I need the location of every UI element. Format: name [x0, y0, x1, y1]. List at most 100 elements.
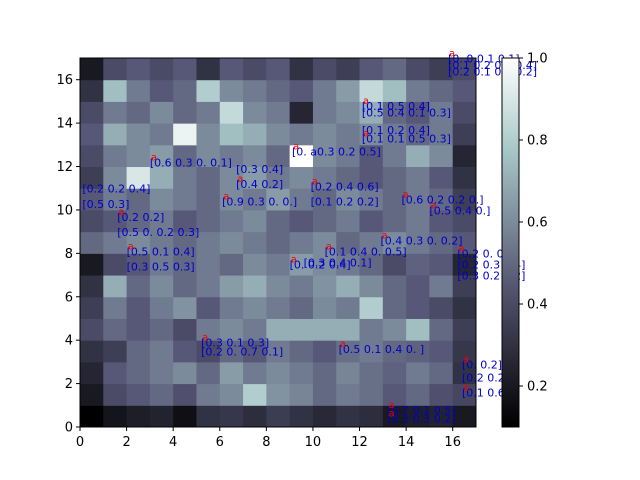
heatmap-cell — [126, 296, 151, 319]
annotation-marker: a — [463, 383, 469, 394]
heatmap-cell — [243, 405, 267, 428]
heatmap-cell — [336, 188, 361, 211]
heatmap-cell — [289, 275, 314, 298]
heatmap-cell — [149, 361, 174, 385]
annotation-text: [0. 0.2] — [462, 358, 502, 371]
heatmap-cell — [312, 296, 337, 319]
annotation-marker: a — [388, 409, 394, 420]
heatmap-cell — [243, 361, 267, 385]
heatmap-cell — [382, 166, 407, 189]
heatmap-cell — [103, 188, 128, 211]
annotation-text: [0.9 0.3 0. 0.] — [222, 196, 297, 209]
heatmap-cell — [359, 166, 384, 189]
heatmap-cell — [406, 383, 430, 406]
annotation-text: [0.2 0.2 0.4] — [82, 183, 150, 196]
colorbar — [501, 57, 520, 428]
heatmap-cell — [173, 144, 197, 168]
heatmap-cell — [173, 231, 197, 254]
heatmap-cell — [243, 383, 267, 406]
heatmap-cell — [80, 361, 104, 385]
heatmap-cell — [312, 166, 337, 189]
heatmap-cell — [266, 253, 291, 276]
heatmap-cell — [336, 231, 361, 254]
heatmap-cell — [196, 405, 221, 428]
heatmap-cell — [219, 166, 244, 189]
heatmap-cell — [80, 188, 104, 211]
heatmap-cell — [80, 58, 104, 81]
heatmap-cell — [219, 253, 244, 276]
heatmap-cell — [429, 166, 454, 189]
heatmap-cell — [382, 79, 407, 102]
heatmap-cell — [149, 340, 174, 363]
heatmap-cell — [196, 296, 221, 319]
heatmap-cell — [196, 209, 221, 233]
heatmap-cell — [196, 231, 221, 254]
heatmap-cell — [359, 58, 384, 81]
heatmap-cell — [149, 383, 174, 406]
annotation-text: [0.5 0.1 0.4] — [127, 246, 195, 259]
heatmap-cell — [80, 383, 104, 406]
heatmap-cell — [452, 275, 477, 298]
annotation-marker: a — [363, 96, 369, 107]
heatmap-cell — [452, 361, 477, 385]
heatmap-cell — [266, 209, 291, 233]
annotation-marker: a — [237, 174, 243, 185]
heatmap-cell — [289, 188, 314, 211]
heatmap-cell — [312, 405, 337, 428]
heatmap-cell — [219, 275, 244, 298]
heatmap-cell — [80, 101, 104, 124]
heatmap-cell — [266, 79, 291, 102]
heatmap-cell — [429, 340, 454, 363]
heatmap-cell — [80, 405, 104, 428]
heatmap-cell — [243, 58, 267, 81]
heatmap-cell — [359, 79, 384, 102]
heatmap-cell — [429, 123, 454, 146]
annotation-text: [0.5 0. 0.2 0.3] — [117, 226, 199, 239]
y-tick-label: 6 — [65, 290, 73, 305]
heatmap-cell — [336, 166, 361, 189]
heatmap-cell — [452, 340, 477, 363]
annotation-text: [0.3 0.4 0.1] — [304, 256, 372, 269]
heatmap-cell — [266, 144, 291, 168]
heatmap-cell — [266, 296, 291, 319]
heatmap-cell — [266, 231, 291, 254]
annotation-text: [0.1 0.5 0.4] — [362, 100, 430, 113]
heatmap-cell — [382, 383, 407, 406]
heatmap-cell — [149, 209, 174, 233]
colorbar-ticks: 0.2 0.4 0.6 0.8 1.0 — [519, 52, 548, 395]
x-tick-label: 10 — [305, 435, 322, 450]
heatmap-cell — [103, 58, 128, 81]
heatmap-cell — [243, 144, 267, 168]
annotations: [0. a0.3 0.2 0.5]a[0. 0.0.1 0.1]a[0.1 0.… — [82, 48, 537, 425]
heatmap-cell — [406, 340, 430, 363]
heatmap-cell — [80, 144, 104, 168]
heatmap-cell — [382, 361, 407, 385]
heatmap-cell — [452, 188, 477, 211]
heatmap-cell — [126, 318, 151, 341]
heatmap-cell — [312, 383, 337, 406]
heatmap-cell — [103, 318, 128, 341]
heatmap-cell — [429, 383, 454, 406]
heatmap-cell — [336, 123, 361, 146]
heatmap-cell — [219, 318, 244, 341]
x-tick-label: 14 — [398, 435, 415, 450]
heatmap-cell — [196, 144, 221, 168]
heatmap-cell — [452, 253, 477, 276]
heatmap-cell — [429, 209, 454, 233]
heatmap-cell — [80, 209, 104, 233]
heatmap-cell — [312, 101, 337, 124]
heatmap-cell — [243, 101, 267, 124]
heatmap-cell — [103, 340, 128, 363]
annotation-text: [0.2 0. 0.7 0.1] — [201, 345, 283, 358]
heatmap-cell — [406, 231, 430, 254]
heatmap-cell — [406, 188, 430, 211]
annotation-marker: a — [402, 189, 408, 200]
heatmap-cell — [173, 318, 197, 341]
heatmap-cell — [382, 405, 407, 428]
heatmap-cell — [289, 383, 314, 406]
heatmap-cell — [126, 275, 151, 298]
heatmap-cell — [429, 253, 454, 276]
heatmap-cell — [312, 58, 337, 81]
heatmap-cell — [312, 188, 337, 211]
